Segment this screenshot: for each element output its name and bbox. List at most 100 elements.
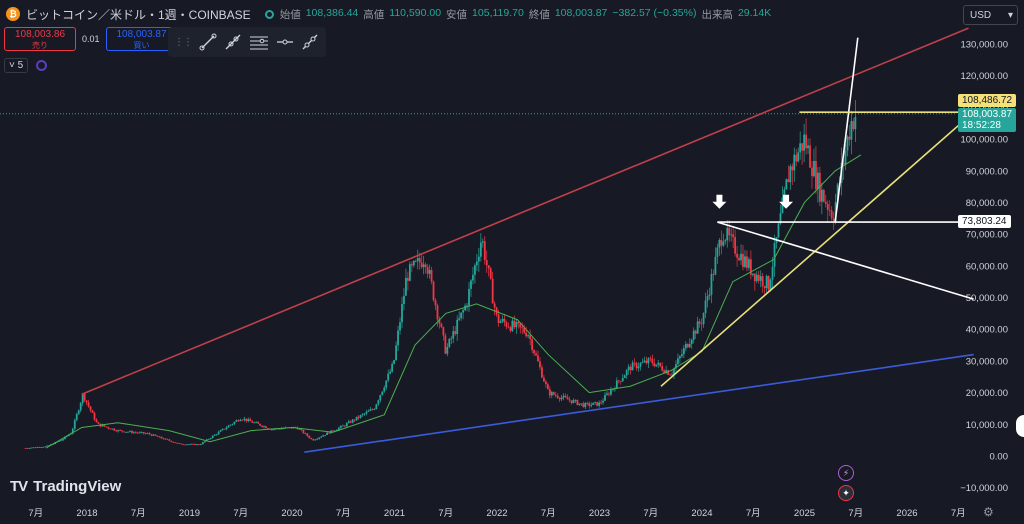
x-tick-label: 7月: [951, 508, 966, 519]
candle-body: [186, 444, 189, 446]
candle-body: [282, 428, 285, 430]
y-tick-label: 0.00: [990, 452, 1009, 463]
y-tick-label: 10,000.00: [966, 420, 1008, 431]
candle-body: [535, 353, 537, 356]
y-tick-label: 30,000.00: [966, 356, 1008, 367]
candle-body: [578, 403, 581, 405]
currency-select[interactable]: USD ▾: [963, 5, 1018, 25]
candle-body: [247, 419, 250, 422]
close-label: 終値: [528, 8, 550, 21]
candle-body: [172, 441, 175, 443]
y-tick-label: 130,000.00: [960, 40, 1008, 51]
candle-body: [223, 428, 226, 430]
candle-body: [718, 239, 721, 248]
bitcoin-icon: ₿: [6, 7, 20, 21]
last-price-tag: 108,003.87 18:52:28: [958, 108, 1017, 132]
candle-body: [474, 265, 476, 275]
candle-body: [339, 425, 342, 428]
candle-body: [308, 436, 311, 439]
candle-body: [596, 402, 599, 406]
candle-body: [34, 447, 37, 449]
candle-body: [310, 438, 313, 440]
candle-body: [64, 436, 66, 440]
candle-body: [278, 428, 281, 430]
candle-body: [558, 397, 561, 400]
market-status-icon[interactable]: [264, 9, 274, 19]
candle-body: [562, 395, 565, 398]
candle-body: [62, 439, 64, 441]
us-flag-event-icon[interactable]: ✦: [838, 485, 854, 501]
candle-body: [115, 430, 118, 432]
indicator-status-icon[interactable]: [36, 60, 48, 71]
candle-body: [606, 393, 608, 395]
candle-body: [444, 335, 447, 354]
candle-body: [826, 203, 829, 210]
candle-body: [548, 389, 551, 396]
buy-label: 買い: [133, 41, 150, 50]
candle-body: [763, 286, 766, 289]
candle-body: [489, 268, 492, 279]
candle-body: [830, 210, 833, 219]
candle-body: [677, 358, 679, 365]
trendline-tool-icon[interactable]: [198, 31, 218, 53]
close-value: 108,003.87: [554, 6, 608, 19]
down-arrow-2: [779, 194, 794, 209]
x-tick-label: 2024: [691, 508, 712, 519]
candle-body: [241, 419, 244, 421]
x-tick-label: 2021: [384, 508, 405, 519]
y-tick-label: 70,000.00: [966, 230, 1008, 241]
candle-body: [649, 358, 652, 359]
candle-body: [81, 393, 84, 404]
candle-body: [407, 277, 409, 281]
y-tick-label: 100,000.00: [960, 135, 1008, 146]
candle-body: [233, 421, 236, 424]
candle-body: [667, 370, 669, 375]
high-label: 高値: [363, 8, 385, 21]
candle-body: [349, 421, 352, 423]
lightning-event-icon[interactable]: ⚡: [838, 465, 854, 481]
parallel-channel-tool-icon[interactable]: [249, 31, 269, 53]
candle-body: [846, 136, 849, 151]
scroll-handle[interactable]: [1016, 415, 1024, 437]
sell-button[interactable]: 108,003.86 売り: [4, 27, 76, 51]
volume-label: 出来高: [701, 8, 733, 21]
candle-body: [36, 447, 39, 448]
candle-body: [436, 305, 439, 320]
candle-body: [525, 332, 528, 337]
candle-body: [200, 444, 202, 445]
open-label: 始値: [279, 8, 301, 21]
yellow-level-price-tag: 108,486.72: [958, 94, 1017, 107]
candle-body: [698, 321, 701, 324]
candle-body: [639, 363, 642, 367]
candle-body: [692, 330, 695, 340]
symbol-title[interactable]: ビットコイン／米ドル・1週・COINBASE: [26, 7, 251, 22]
candle-body: [590, 404, 593, 406]
candle-body: [91, 410, 94, 413]
indicator-collapse-button[interactable]: ˅ 5: [4, 58, 29, 73]
candle-body: [408, 264, 411, 281]
candle-body: [600, 402, 602, 404]
candle-body: [564, 395, 567, 398]
candle-body: [493, 303, 496, 308]
candle-body: [799, 143, 802, 153]
low-label: 安値: [446, 8, 468, 21]
candle-body: [749, 259, 752, 275]
candle-body: [543, 377, 545, 382]
candle-body: [190, 443, 192, 445]
buy-button[interactable]: 108,003.87 買い: [105, 27, 178, 51]
ray-tool-icon[interactable]: [224, 31, 244, 53]
candle-body: [503, 318, 506, 323]
candle-body: [448, 338, 451, 347]
drag-handle-icon[interactable]: ⋮⋮: [174, 36, 193, 48]
candle-body: [684, 343, 687, 349]
drawings-group[interactable]: [81, 27, 975, 453]
gear-icon[interactable]: ⚙: [983, 505, 994, 519]
horizontal-line-tool-icon[interactable]: [275, 31, 295, 53]
extended-line-tool-icon[interactable]: [301, 31, 321, 53]
candle-body: [470, 280, 472, 289]
candle-body: [158, 436, 161, 438]
candle-body: [347, 421, 350, 424]
candle-body: [48, 445, 51, 446]
candle-body: [332, 430, 334, 432]
